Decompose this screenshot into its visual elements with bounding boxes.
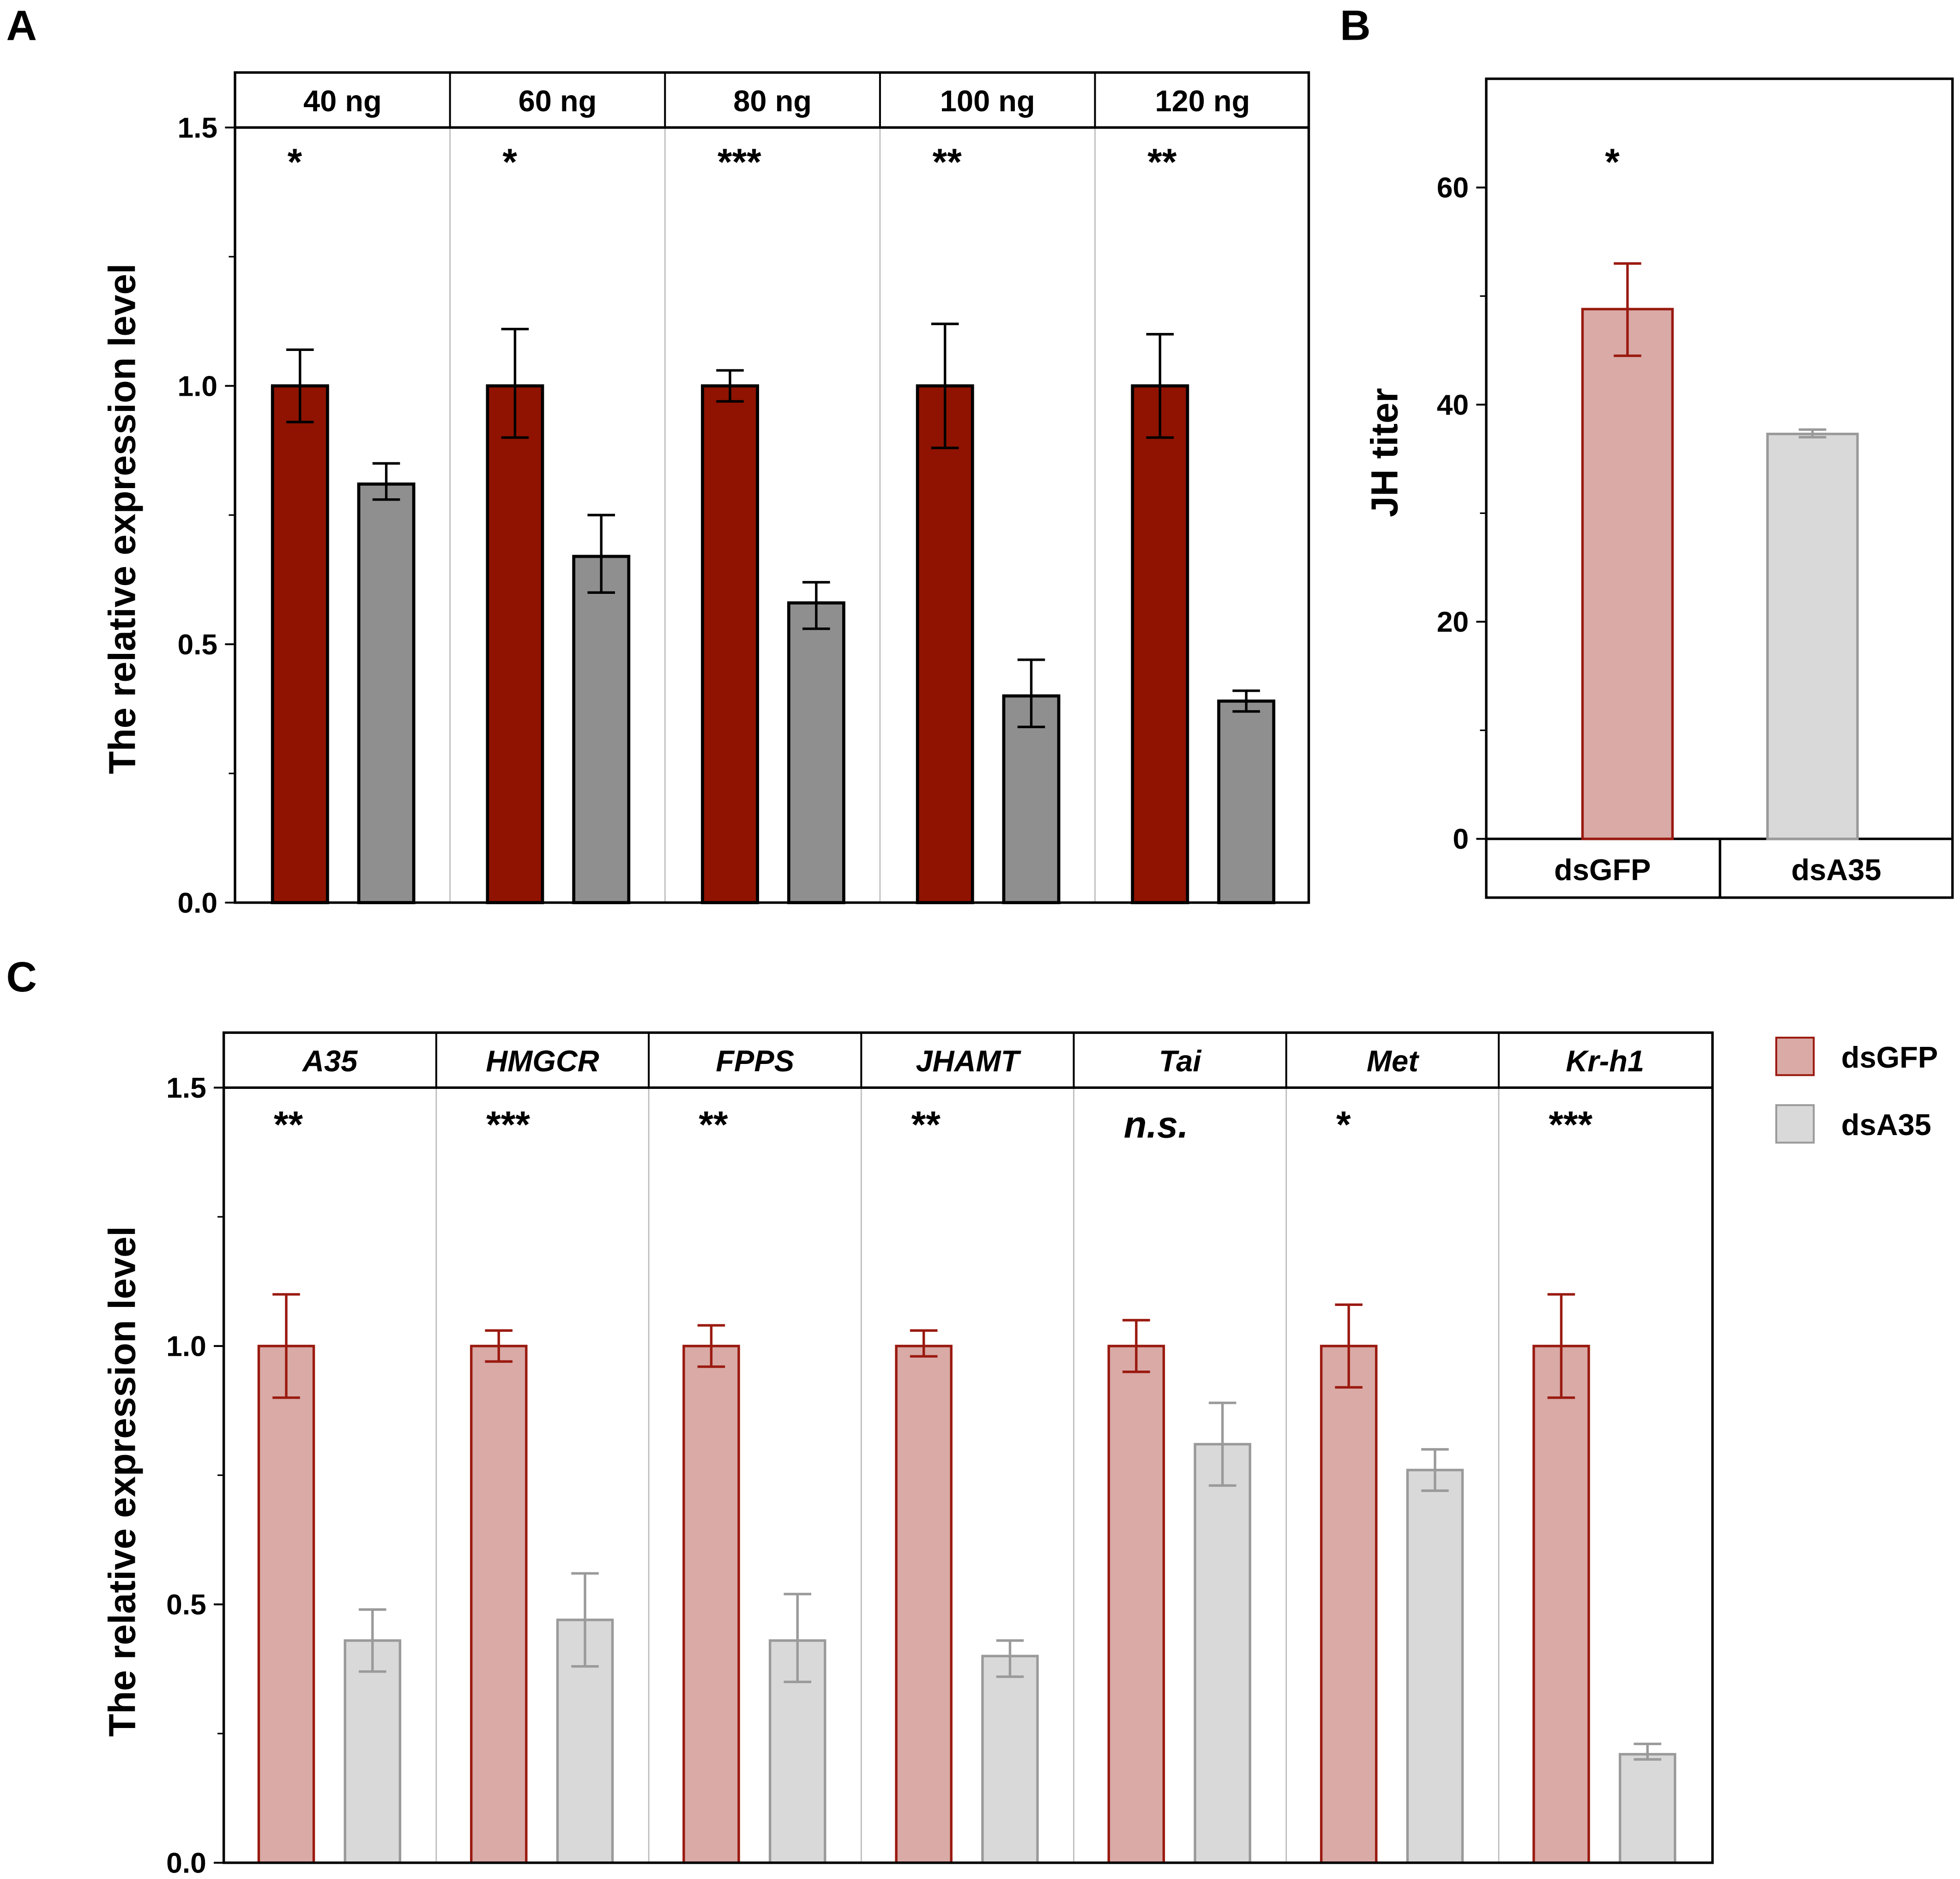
bar-dsA35 [344, 1639, 402, 1864]
bar-dsA35 [981, 1655, 1039, 1864]
facet-header-label: 100 ng [940, 84, 1035, 118]
facet-header-label: Kr-h1 [1566, 1044, 1644, 1078]
significance-label: *** [486, 1104, 530, 1146]
y-tick-label: 0.5 [166, 1589, 206, 1621]
bar-dsGFP [895, 1345, 953, 1864]
y-axis-label: JH titer [1364, 388, 1406, 517]
bar-control [701, 384, 759, 905]
y-tick-label: 0.0 [178, 887, 218, 919]
y-tick-label: 1.0 [178, 370, 218, 402]
facet-header-label: A35 [302, 1044, 358, 1078]
bar-control [486, 384, 544, 905]
significance-label: *** [718, 141, 761, 183]
bar-dsGFP [682, 1345, 740, 1864]
bar-control [271, 384, 329, 905]
category-label: dsA35 [1791, 853, 1881, 887]
bar-control [1131, 384, 1189, 905]
bar-dsA35 [1618, 1753, 1677, 1864]
significance-label: * [502, 141, 517, 183]
panel-a-chart: 40 ng*60 ng*80 ng***100 ng**120 ng**0.00… [101, 71, 1310, 919]
bar-dsGFP [470, 1345, 528, 1864]
significance-label: ** [699, 1104, 728, 1146]
significance-label: *** [1549, 1104, 1592, 1146]
significance-label: n.s. [1124, 1104, 1188, 1146]
panel-b-chart: dsGFP dsA35 * 0 20 40 60 JH titer [1364, 77, 1954, 899]
bar-dsA35 [1406, 1468, 1464, 1864]
facet-header-label: 60 ng [519, 84, 597, 118]
legend-label: dsA35 [1841, 1108, 1931, 1142]
bar-dsGFP [257, 1345, 315, 1864]
y-tick-label: 1.5 [178, 112, 218, 144]
bar-dsGFP [1532, 1345, 1590, 1864]
y-tick-label: 1.5 [166, 1072, 206, 1104]
bar-treated [787, 601, 845, 905]
y-tick-label: 60 [1437, 172, 1469, 204]
legend-swatch-dsA35 [1775, 1104, 1815, 1144]
panel-label-c: C [6, 953, 37, 1001]
y-tick-label: 40 [1437, 389, 1469, 421]
y-tick-label: 20 [1437, 606, 1469, 638]
bar-treated [572, 555, 631, 905]
significance-label: * [1605, 141, 1620, 183]
significance-label: * [1336, 1104, 1351, 1146]
facet-header-label: 120 ng [1155, 84, 1250, 118]
bar-treated [1002, 694, 1061, 905]
bar-dsGFP [1320, 1345, 1378, 1864]
facet-header-label: Met [1367, 1044, 1419, 1078]
plot-frame [1485, 77, 1954, 899]
plot-frame [234, 71, 1310, 904]
y-tick-label: 1.0 [166, 1330, 206, 1362]
facet-header-label: 80 ng [733, 84, 812, 118]
category-label: dsGFP [1554, 853, 1651, 887]
legend-swatch-dsGFP [1775, 1036, 1815, 1076]
y-axis-label: The relative expression level [101, 264, 143, 774]
significance-label: ** [274, 1104, 303, 1146]
facet-header-label: JHAMT [916, 1044, 1022, 1078]
significance-label: ** [933, 141, 962, 183]
y-tick-label: 0.0 [166, 1847, 206, 1879]
significance-label: ** [911, 1104, 941, 1146]
plot-frame [222, 1031, 1714, 1864]
y-tick-label: 0.5 [178, 629, 218, 661]
panel-label-b: B [1340, 2, 1370, 49]
panel-c-chart: A35 ** HMGCR *** FPPS ** JHAMT ** Tai n.s. Met * Kr-… [101, 1031, 1938, 1879]
facet-header-label: HMGCR [486, 1044, 599, 1078]
bar-control [916, 384, 974, 905]
panel-label-a: A [6, 2, 37, 49]
legend-label: dsGFP [1841, 1040, 1938, 1074]
facet-header-label: Tai [1159, 1044, 1202, 1078]
bar-dsGFP [1581, 308, 1674, 840]
bar-dsA35 [1766, 433, 1859, 840]
significance-label: ** [1147, 141, 1177, 183]
significance-label: * [288, 141, 302, 183]
bar-treated [1217, 699, 1276, 905]
y-axis-label: The relative expression level [101, 1226, 143, 1737]
bar-dsA35 [1194, 1443, 1251, 1864]
y-tick-label: 0 [1453, 823, 1469, 855]
facet-header-label: FPPS [716, 1044, 794, 1078]
bar-treated [357, 482, 416, 905]
facet-header-label: 40 ng [303, 84, 382, 118]
bar-dsGFP [1107, 1345, 1165, 1864]
